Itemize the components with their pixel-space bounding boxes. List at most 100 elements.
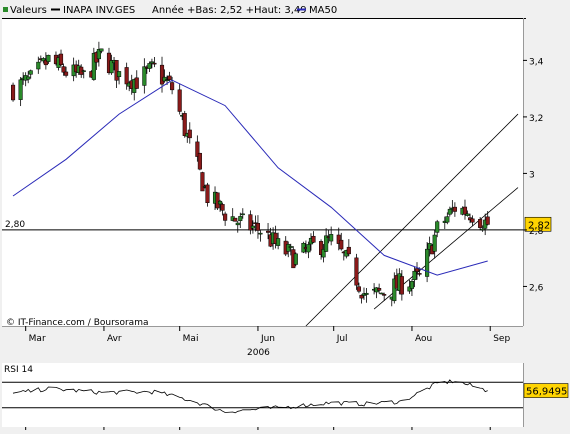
rsi-label: RSI 14 bbox=[4, 365, 33, 375]
x-tick-label: Avr bbox=[107, 334, 122, 344]
candle-down bbox=[220, 204, 225, 211]
candle-down bbox=[167, 75, 172, 80]
candle-up bbox=[26, 76, 31, 80]
candle-down bbox=[152, 62, 157, 65]
candle-down bbox=[114, 60, 119, 81]
main-chart-layer: 2,82 bbox=[2, 41, 552, 327]
candle-down bbox=[346, 246, 351, 255]
year-label: 2006 bbox=[247, 348, 270, 358]
candle-down bbox=[452, 206, 457, 212]
candle-up bbox=[329, 234, 334, 242]
candle-down bbox=[159, 64, 165, 85]
candle-down bbox=[223, 213, 228, 221]
candle-down bbox=[382, 294, 387, 296]
candle-up bbox=[276, 238, 281, 246]
candle-up bbox=[364, 292, 369, 295]
candle-up bbox=[258, 232, 263, 235]
candle-down bbox=[124, 67, 129, 85]
y-tick-label: 3,4 bbox=[529, 57, 544, 67]
candle-down bbox=[485, 216, 490, 225]
candle-up bbox=[306, 244, 311, 253]
candle-down bbox=[200, 172, 205, 192]
candle-up bbox=[96, 49, 101, 60]
candle-up bbox=[288, 246, 293, 248]
candle-down bbox=[187, 129, 192, 139]
candle-up bbox=[250, 225, 255, 229]
candle-down bbox=[470, 218, 475, 223]
candle-down bbox=[478, 219, 483, 228]
candle-up bbox=[149, 61, 154, 64]
y-tick-label: 3 bbox=[529, 170, 535, 180]
legend-range-label: Année +Bas: 2,52 +Haut: 3,49 bbox=[152, 4, 307, 16]
candle-down bbox=[265, 230, 271, 233]
candle-up bbox=[142, 66, 147, 86]
candle-down bbox=[58, 53, 64, 65]
ma50-line bbox=[12, 79, 488, 276]
candle-down bbox=[134, 77, 139, 89]
candle-up bbox=[46, 54, 51, 62]
candle-down bbox=[177, 89, 182, 112]
candle-up bbox=[379, 292, 384, 295]
legend-candle-icon bbox=[3, 7, 8, 12]
legend-series-label: Valeurs bbox=[10, 5, 47, 16]
candle-up bbox=[324, 235, 329, 252]
legend-stock-label: INAPA INV.GES bbox=[63, 5, 135, 16]
candle-down bbox=[197, 152, 202, 170]
candle-down bbox=[64, 71, 69, 76]
candle-up bbox=[321, 249, 326, 258]
candle-up bbox=[109, 60, 114, 74]
candle-down bbox=[354, 257, 359, 286]
candle-up bbox=[407, 286, 412, 292]
main-plot-area bbox=[2, 18, 523, 326]
candle-up bbox=[162, 76, 167, 82]
candle-up bbox=[412, 270, 417, 281]
candle-up bbox=[447, 208, 452, 215]
candle-up bbox=[435, 221, 440, 233]
candle-down bbox=[255, 222, 261, 231]
trend-line bbox=[305, 113, 519, 327]
x-tick-label: Mai bbox=[183, 334, 199, 344]
candle-down bbox=[182, 113, 187, 136]
candle-up bbox=[465, 213, 470, 216]
y-tick-label: 2,6 bbox=[529, 283, 544, 293]
rsi-chart-layer: 56,9495 bbox=[2, 379, 569, 414]
candle-up bbox=[28, 70, 33, 75]
candle-down bbox=[195, 141, 200, 157]
candle-up bbox=[238, 216, 243, 222]
axis-layer: 3,4 3,2 3 2,8 2,6 Mar Avr Mai Jun Jul Aou Sep bbox=[25, 57, 544, 430]
candle-up bbox=[409, 281, 415, 289]
candle-down bbox=[233, 217, 238, 222]
x-tick-label: Aou bbox=[415, 334, 432, 344]
candle-down bbox=[462, 206, 468, 215]
candle-down bbox=[215, 192, 220, 209]
x-tick-label: Sep bbox=[493, 334, 510, 344]
candle-down bbox=[248, 214, 253, 231]
candle-up bbox=[293, 253, 298, 265]
candle-down bbox=[10, 84, 16, 101]
candle-down bbox=[417, 273, 422, 275]
rsi-line bbox=[12, 379, 488, 414]
rsi-value-box bbox=[523, 383, 569, 398]
candle-up bbox=[165, 79, 170, 81]
candle-up bbox=[41, 58, 46, 62]
rsi-value-label: 56,9495 bbox=[526, 387, 567, 398]
candle-down bbox=[377, 288, 382, 291]
last-price-label: 2,82 bbox=[528, 220, 550, 231]
x-tick-label: Mar bbox=[29, 334, 46, 344]
candle-up bbox=[425, 248, 430, 277]
candle-down bbox=[311, 235, 316, 243]
candle-down bbox=[61, 66, 66, 73]
reference-level-label: 2,80 bbox=[5, 220, 25, 230]
candle-down bbox=[339, 239, 344, 250]
candle-up bbox=[286, 244, 291, 252]
y-tick-label: 3,2 bbox=[529, 114, 543, 124]
candle-up bbox=[480, 228, 485, 231]
watermark-text: © IT-Finance.com / Boursorama bbox=[6, 318, 148, 328]
candle-up bbox=[392, 278, 397, 302]
candle-up bbox=[240, 213, 245, 216]
candle-down bbox=[319, 241, 324, 255]
candle-down bbox=[170, 82, 175, 91]
candle-down bbox=[43, 59, 48, 66]
